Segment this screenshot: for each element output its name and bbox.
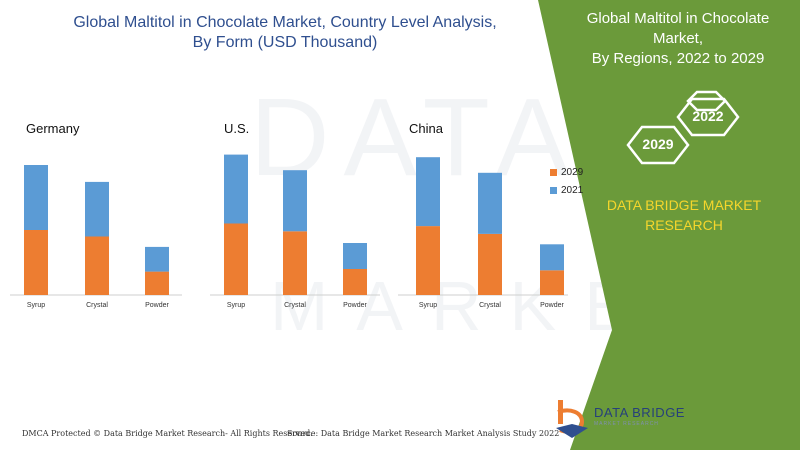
company-name-line-2: RESEARCH <box>645 217 723 233</box>
bar-china-crystal-2029 <box>478 233 502 295</box>
bar-us-crystal-2021 <box>283 170 307 232</box>
bar-china-syrup-2021 <box>416 157 440 227</box>
tick-label-crystal: Crystal <box>86 302 108 309</box>
footer-copyright: DMCA Protected © Data Bridge Market Rese… <box>22 429 313 438</box>
legend-item-2029: 2029 <box>550 167 583 178</box>
legend-label-2021: 2021 <box>561 185 584 196</box>
tick-label-powder: Powder <box>145 302 169 309</box>
bar-us-syrup-2021 <box>224 154 248 224</box>
chart-title: Global Maltitol in Chocolate Market, Cou… <box>20 13 550 53</box>
tick-label-powder: Powder <box>343 302 367 309</box>
bar-germany-crystal-2021 <box>85 181 109 237</box>
tick-label-syrup: Syrup <box>227 302 245 309</box>
regions-title-line-1: Global Maltitol in Chocolate Market, <box>586 10 770 47</box>
legend-item-2021: 2021 <box>550 185 583 196</box>
bar-germany-syrup-2021 <box>24 165 48 230</box>
footer-source: Source: Data Bridge Market Research Mark… <box>287 429 560 438</box>
country-label-china: China <box>409 121 443 136</box>
logo-tagline: MARKET RESEARCH <box>594 421 659 427</box>
hexagon-2029 <box>626 125 690 165</box>
tick-label-crystal: Crystal <box>479 302 501 309</box>
bar-germany-syrup-2029 <box>24 230 48 295</box>
legend-swatch-2021 <box>550 186 557 194</box>
chart-title-line-2: By Form (USD Thousand) <box>192 34 378 51</box>
bar-us-powder-2029 <box>343 269 367 295</box>
tick-label-syrup: Syrup <box>27 302 45 309</box>
chart-title-line-1: Global Maltitol in Chocolate Market, Cou… <box>73 14 497 31</box>
company-name-line-1: DATA BRIDGE MARKET <box>606 197 762 213</box>
regions-title: Global Maltitol in Chocolate Market, By … <box>566 9 790 69</box>
hex-year-2029: 2029 <box>642 136 674 152</box>
bar-china-crystal-2021 <box>478 172 502 234</box>
legend-swatch-2029 <box>550 168 557 176</box>
bar-china-syrup-2029 <box>416 226 440 295</box>
tick-label-powder: Powder <box>540 302 564 309</box>
bar-us-powder-2021 <box>343 243 367 269</box>
hex-year-2022: 2022 <box>692 108 724 124</box>
company-name: DATA BRIDGE MARKET RESEARCH <box>596 195 772 235</box>
bar-us-crystal-2029 <box>283 231 307 295</box>
country-label-germany: Germany <box>26 121 80 136</box>
legend-label-2029: 2029 <box>561 167 584 178</box>
bar-germany-crystal-2029 <box>85 236 109 295</box>
bar-us-syrup-2029 <box>224 223 248 295</box>
bar-germany-powder-2021 <box>145 246 169 272</box>
tick-label-syrup: Syrup <box>419 302 437 309</box>
bar-germany-powder-2029 <box>145 271 169 295</box>
logo-name: DATA BRIDGE <box>594 405 685 420</box>
country-label-us: U.S. <box>224 121 250 136</box>
bar-china-powder-2029 <box>540 270 564 295</box>
regions-title-line-2: By Regions, 2022 to 2029 <box>591 50 765 67</box>
logo-icon <box>556 400 588 438</box>
tick-label-crystal: Crystal <box>284 302 306 309</box>
bar-china-powder-2021 <box>540 244 564 271</box>
